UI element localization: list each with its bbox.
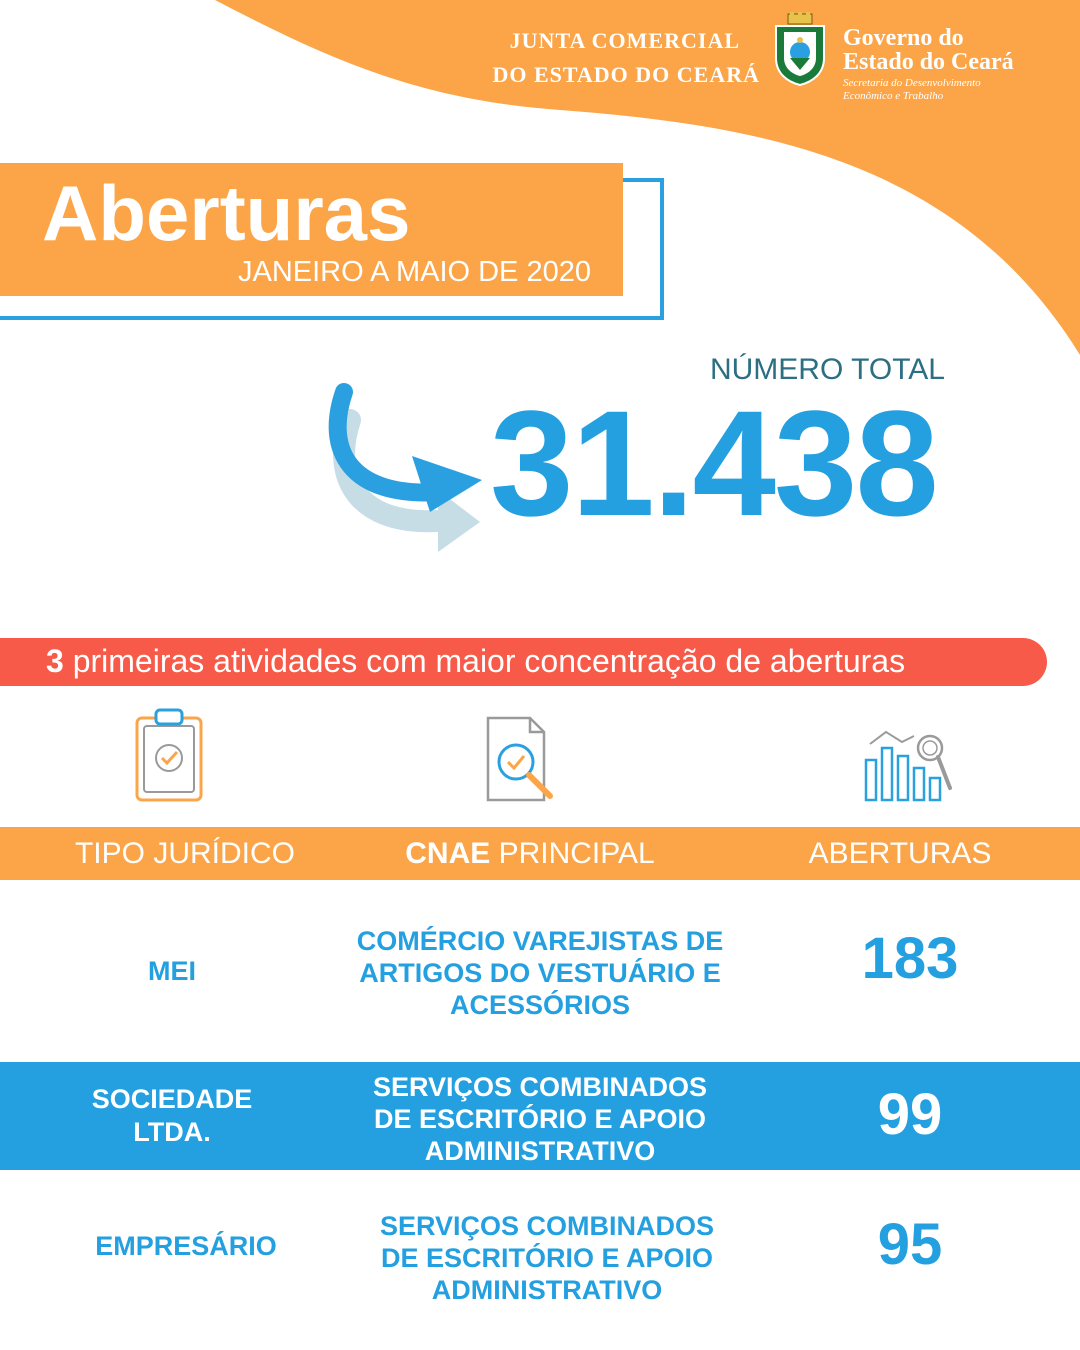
ceara-coat-of-arms-icon	[775, 12, 825, 86]
table-row	[0, 1170, 1080, 1350]
row1-cnae-line2: ARTIGOS DO VESTUÁRIO E	[359, 958, 721, 988]
header-aberturas: ABERTURAS	[808, 837, 992, 870]
row3-tipo: EMPRESÁRIO	[95, 1231, 277, 1261]
document-search-icon	[486, 716, 553, 802]
header-cnae-bold: CNAE	[405, 837, 491, 870]
row1-cnae-line3: ACESSÓRIOS	[449, 990, 631, 1020]
table-header	[0, 827, 1080, 880]
banner-text: 3 primeiras atividades com maior concent…	[46, 638, 905, 684]
row1-cnae-line1: COMÉRCIO VAREJISTAS DE	[356, 926, 724, 956]
governo-line1: Governo do	[843, 25, 964, 51]
row2-tipo-line2: LTDA.	[133, 1117, 211, 1147]
junta-name-line2: DO ESTADO DO CEARÁ	[492, 62, 760, 87]
row2-cnae: SERVIÇOS COMBINADOS DE ESCRITÓRIO E APOI…	[330, 1071, 750, 1167]
row2-tipo-line1: SOCIEDADE	[91, 1084, 253, 1114]
total-label: NÚMERO TOTAL	[709, 353, 945, 386]
row2-cnae-line3: ADMINISTRATIVO	[424, 1136, 656, 1166]
governo-line2: Estado do Ceará	[843, 49, 1014, 75]
row2-aberturas: 99	[877, 1082, 943, 1147]
bar-chart-search-icon	[864, 730, 952, 802]
junta-name-line1: JUNTA COMERCIAL	[509, 28, 740, 53]
clipboard-check-icon	[135, 708, 203, 802]
row3-cnae-line2: DE ESCRITÓRIO E APOIO	[380, 1243, 714, 1273]
header-cnae-rest: PRINCIPAL	[490, 837, 655, 870]
row1-cnae: COMÉRCIO VAREJISTAS DE ARTIGOS DO VESTUÁ…	[330, 925, 750, 1021]
row3-cnae: SERVIÇOS COMBINADOS DE ESCRITÓRIO E APOI…	[337, 1210, 757, 1306]
title-box	[0, 163, 623, 296]
total-value: 31.438	[490, 379, 939, 547]
table-row	[0, 880, 1080, 1062]
banner-label: primeiras atividades com maior concentra…	[63, 643, 906, 679]
header-cnae-principal: CNAE PRINCIPAL	[330, 833, 730, 875]
header-tipo-juridico: TIPO JURÍDICO	[74, 837, 295, 870]
page-title: Aberturas	[42, 169, 411, 257]
secretaria-line1: Secretaria do Desenvolvimento	[843, 77, 981, 89]
row2-cnae-line1: SERVIÇOS COMBINADOS	[372, 1072, 708, 1102]
top-activities-banner	[0, 638, 1047, 686]
curved-arrow-icon	[328, 383, 482, 552]
row3-cnae-line3: ADMINISTRATIVO	[431, 1275, 663, 1305]
table-row	[0, 1062, 1080, 1170]
row3-cnae-line1: SERVIÇOS COMBINADOS	[379, 1211, 715, 1241]
secretaria-line2: Econômico e Trabalho	[843, 90, 944, 102]
period-subtitle: JANEIRO A MAIO DE 2020	[238, 256, 591, 288]
banner-count: 3	[46, 643, 64, 679]
row2-tipo: SOCIEDADE LTDA.	[2, 1083, 342, 1149]
row3-aberturas: 95	[877, 1212, 943, 1277]
orange-wave-background	[215, 0, 1080, 355]
row1-aberturas: 183	[861, 926, 959, 991]
row2-cnae-line2: DE ESCRITÓRIO E APOIO	[373, 1104, 707, 1134]
row1-tipo: MEI	[147, 956, 196, 986]
